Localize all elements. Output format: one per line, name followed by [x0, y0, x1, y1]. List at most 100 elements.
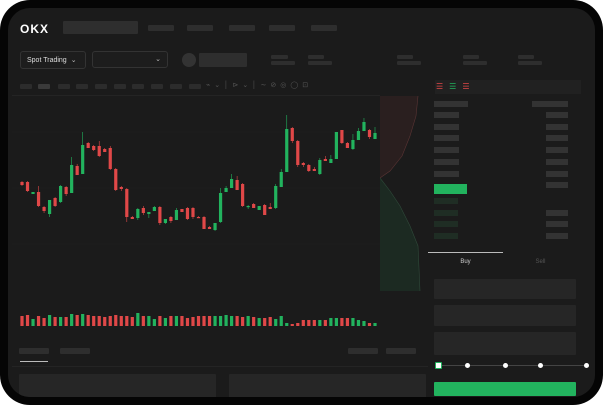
volume-bar [373, 323, 377, 326]
candle-body [130, 217, 134, 219]
timeframe-button[interactable] [132, 84, 144, 89]
volume-bar [356, 320, 361, 326]
volume-bar [53, 317, 57, 326]
nav-item[interactable] [269, 25, 295, 31]
nav-item[interactable] [187, 25, 213, 31]
candle-body [163, 219, 168, 223]
slider-step-50[interactable] [503, 363, 508, 368]
tab-sell[interactable]: Sell [535, 259, 546, 265]
candlestick-chart[interactable] [8, 8, 595, 397]
timeframe-button[interactable] [20, 84, 32, 89]
candle-body [373, 133, 377, 139]
candle-body [340, 130, 344, 143]
bid-price [434, 221, 458, 227]
header-search-placeholder[interactable] [63, 21, 138, 34]
timeframe-button[interactable] [151, 84, 163, 89]
volume-bar [334, 318, 338, 326]
ask-amount [546, 124, 568, 130]
volume-bar [329, 318, 333, 326]
pair-selector[interactable]: ⌄ [92, 51, 168, 68]
amount-slider-track[interactable] [438, 365, 588, 366]
bid-price [434, 198, 458, 204]
candle-body [158, 207, 162, 223]
volume-bar [185, 318, 190, 326]
amount-slider-handle[interactable] [435, 362, 442, 369]
volume-bar [257, 318, 261, 326]
candle-body [42, 207, 46, 211]
market-selector-label: Spot Trading [27, 56, 67, 64]
volume-bar [351, 318, 355, 326]
candle-body [92, 146, 96, 150]
stat-label [518, 55, 534, 59]
volume-bar [64, 317, 68, 326]
timeframe-button[interactable] [189, 84, 201, 89]
timeframe-button[interactable] [76, 84, 88, 89]
candle-body [47, 200, 52, 214]
ask-amount [546, 147, 568, 153]
nav-item[interactable] [229, 25, 255, 31]
ask-price [434, 159, 459, 165]
bottom-filter[interactable] [386, 348, 416, 354]
volume-bar [307, 320, 311, 326]
volume-bar [323, 320, 327, 326]
volume-bar [75, 315, 79, 326]
stat-value [308, 61, 332, 65]
timeframe-button[interactable] [170, 84, 182, 89]
timeframe-button[interactable] [58, 84, 70, 89]
timeframe-button[interactable] [95, 84, 107, 89]
price-input[interactable] [434, 279, 576, 299]
volume-bar [59, 317, 63, 326]
chart-tool-icons[interactable]: ⌁⌄│⊳⌄│∼⊘◎◯⊡ [206, 82, 313, 89]
bid-price [434, 210, 458, 216]
amount-input[interactable] [434, 305, 576, 326]
timeframe-button[interactable] [114, 84, 126, 89]
coin-icon [182, 53, 196, 67]
volume-bar [318, 320, 322, 326]
nav-item[interactable] [311, 25, 337, 31]
volume-bar [31, 319, 35, 326]
volume-bar [362, 321, 366, 326]
slider-step-100[interactable] [584, 363, 589, 368]
volume-bar [268, 317, 272, 326]
candle-body [25, 182, 30, 191]
bottom-tab-open-orders[interactable] [19, 348, 49, 354]
ask-price [434, 147, 459, 153]
bottom-filter[interactable] [348, 348, 378, 354]
candle-body [97, 146, 101, 156]
candle-body [318, 160, 322, 174]
bottom-tab-history[interactable] [60, 348, 90, 354]
candle-body [36, 192, 41, 206]
volume-bar [119, 316, 123, 326]
nav-item[interactable] [148, 25, 174, 31]
candle-body [147, 212, 151, 214]
depth-asks-line [380, 96, 419, 179]
stat-label [308, 55, 324, 59]
candle-body [241, 184, 245, 206]
volume-bar [47, 315, 52, 326]
tab-buy[interactable]: Buy [460, 259, 471, 265]
orderbook-view-icons[interactable]: ☰☰☰ [436, 82, 476, 91]
candle-body [81, 145, 85, 174]
candle-body [296, 141, 300, 165]
slider-step-25[interactable] [465, 363, 470, 368]
timeframe-button[interactable] [38, 84, 50, 89]
total-input[interactable] [434, 332, 576, 355]
volume-bar [163, 318, 168, 326]
chevron-down-icon: ⌄ [155, 56, 161, 63]
candle-body [362, 122, 366, 131]
market-selector[interactable]: Spot Trading ⌄ [20, 51, 86, 69]
candle-body [356, 131, 361, 140]
buy-submit-button[interactable] [434, 382, 576, 396]
bid-amount [546, 221, 568, 227]
candle-body [53, 198, 57, 206]
candle-body [191, 208, 195, 217]
candle-body [263, 205, 267, 215]
divider [12, 95, 380, 96]
candle-body [125, 189, 129, 217]
ask-price [434, 135, 459, 141]
candle-body [235, 180, 239, 190]
ask-amount [546, 182, 568, 188]
slider-step-75[interactable] [538, 363, 543, 368]
candle-body [141, 208, 145, 213]
candle-body [180, 209, 184, 212]
